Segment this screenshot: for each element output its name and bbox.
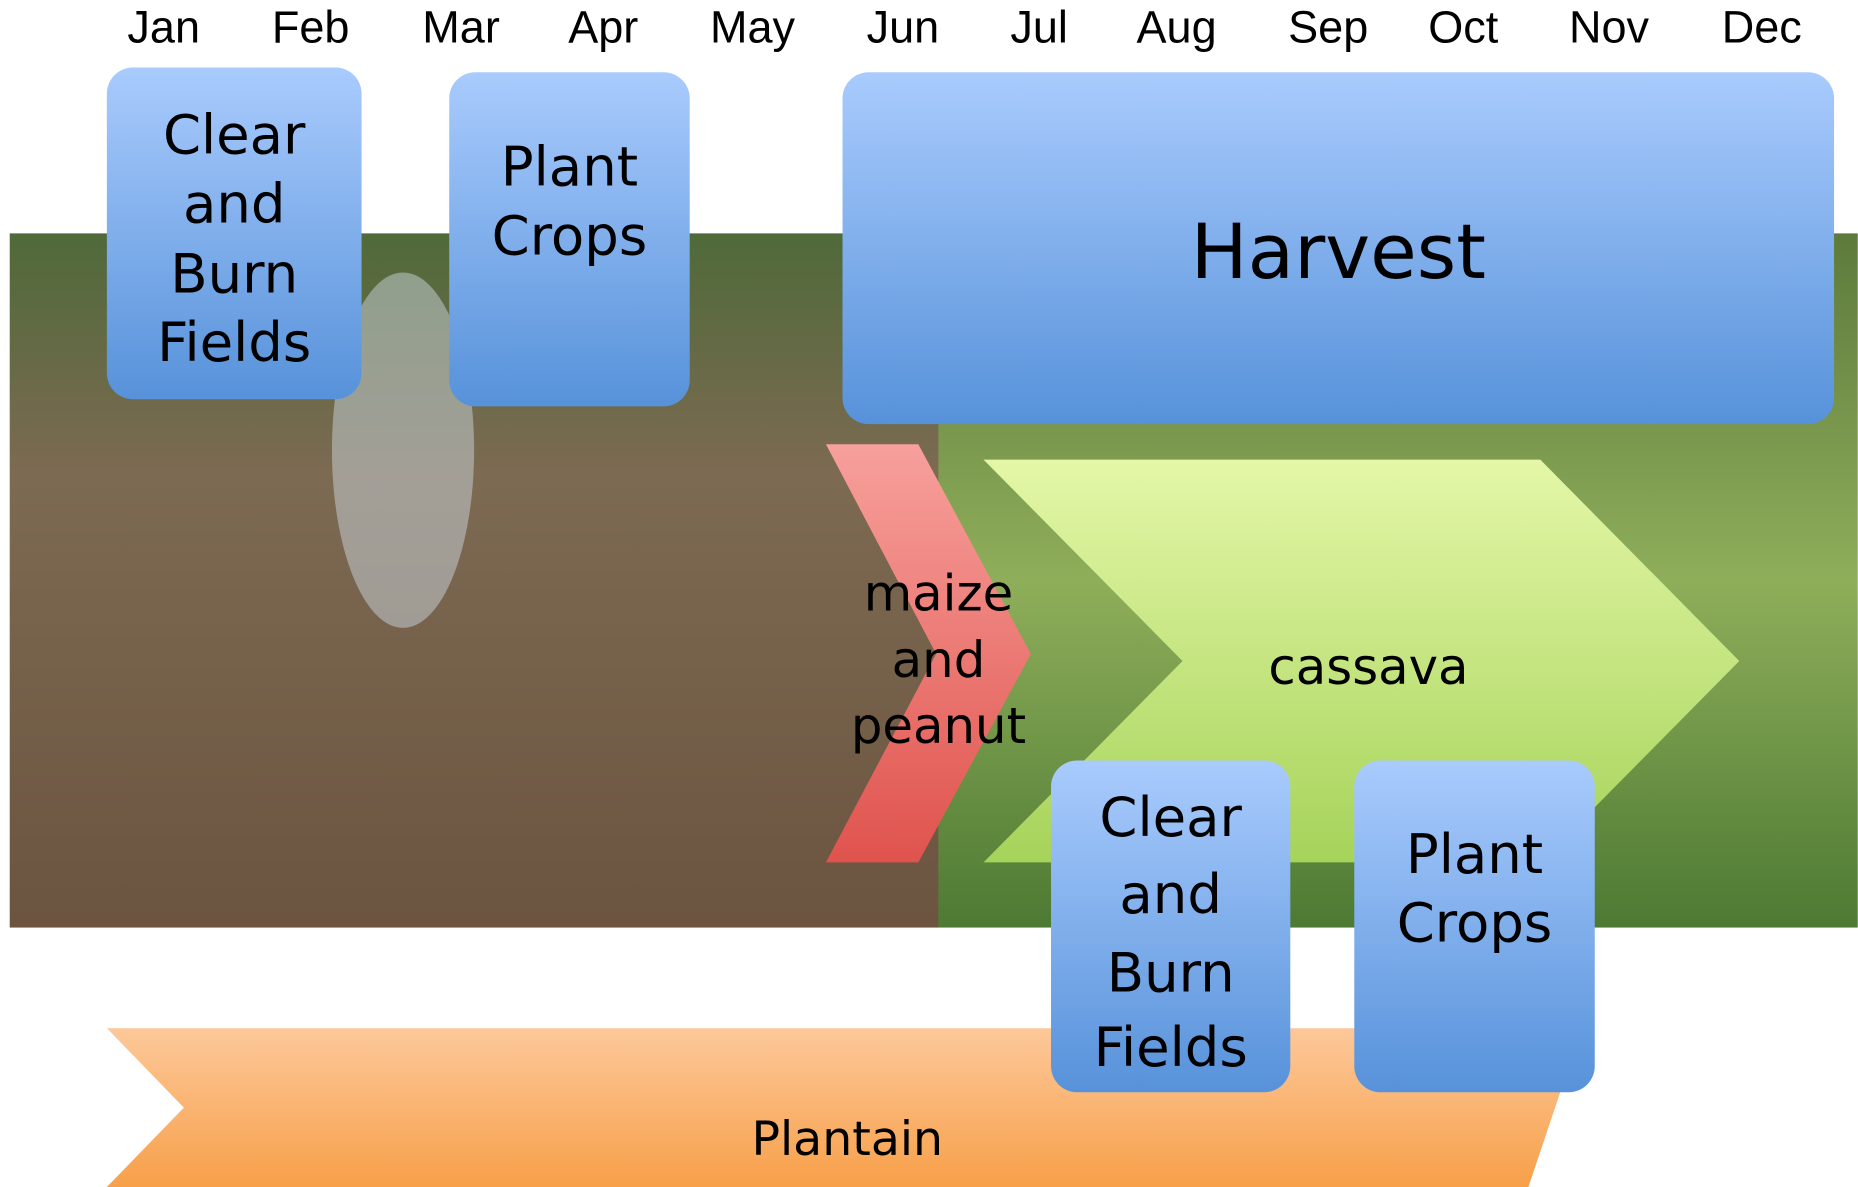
diagram: Jan Feb Mar Apr May Jun Jul Aug Sep Oct Nov Dec Clea… — [0, 0, 1858, 1187]
activity-label: Clear — [1099, 785, 1242, 849]
month-label: Feb — [272, 2, 350, 53]
month-label: Aug — [1137, 2, 1217, 53]
activity-label: Crops — [1397, 891, 1553, 955]
activity-label: Burn — [1107, 940, 1235, 1004]
activity-label: Plant — [501, 135, 638, 199]
activity-label: Clear — [163, 103, 306, 167]
month-label: May — [710, 2, 796, 53]
activity-label: and — [1119, 862, 1222, 926]
month-label: Nov — [1569, 2, 1650, 53]
activity-label: Crops — [492, 203, 648, 267]
month-label: Dec — [1722, 2, 1802, 53]
month-label: Jan — [127, 2, 200, 53]
crop-label: maize — [864, 565, 1014, 623]
month-label: Sep — [1288, 2, 1368, 53]
crop-label: peanut — [851, 697, 1026, 755]
page: {"months": ["Jan", "Feb", "Mar", "Apr", … — [0, 0, 1858, 1187]
activity-label: Burn — [170, 241, 298, 305]
activity-label: Fields — [157, 310, 311, 374]
month-label: Jul — [1010, 2, 1068, 53]
month-label: Jun — [867, 2, 940, 53]
crop-label: Plantain — [751, 1112, 943, 1167]
activity-label: Plant — [1406, 822, 1543, 886]
crop-label: cassava — [1268, 638, 1468, 696]
month-label: Apr — [568, 2, 638, 53]
month-label: Mar — [422, 2, 500, 53]
crop-label: and — [892, 631, 986, 689]
activity-label: Harvest — [1191, 208, 1486, 296]
month-label: Oct — [1428, 2, 1499, 53]
activity-label: and — [183, 171, 286, 235]
activity-label: Fields — [1094, 1015, 1248, 1079]
